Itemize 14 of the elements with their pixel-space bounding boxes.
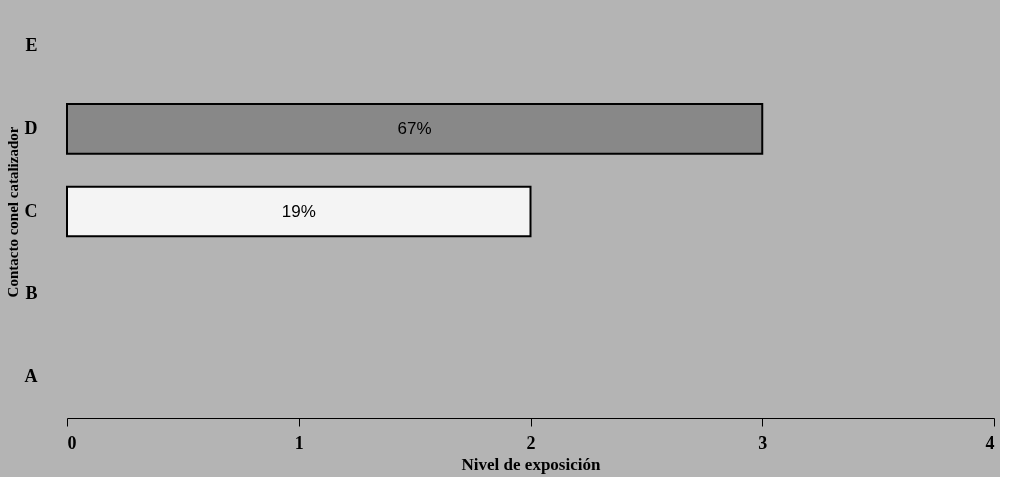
annotation: 19%: [281, 201, 316, 221]
x-tick-label: 1: [294, 432, 304, 453]
y-tick-label: C: [24, 200, 38, 221]
y-tick-label: B: [25, 283, 38, 304]
annotation: 67%: [397, 118, 432, 138]
y-tick-label: A: [24, 365, 38, 386]
y-axis-title: Contacto conel catalizador: [4, 126, 21, 298]
x-axis-title: Nivel de exposición: [461, 454, 601, 474]
x-tick-label: 0: [67, 432, 77, 453]
x-tick-label: 2: [526, 432, 536, 453]
x-tick-label: 4: [985, 432, 995, 453]
y-tick-label: E: [25, 35, 38, 56]
y-tick-label: D: [24, 117, 38, 138]
x-tick-label: 3: [758, 432, 768, 453]
